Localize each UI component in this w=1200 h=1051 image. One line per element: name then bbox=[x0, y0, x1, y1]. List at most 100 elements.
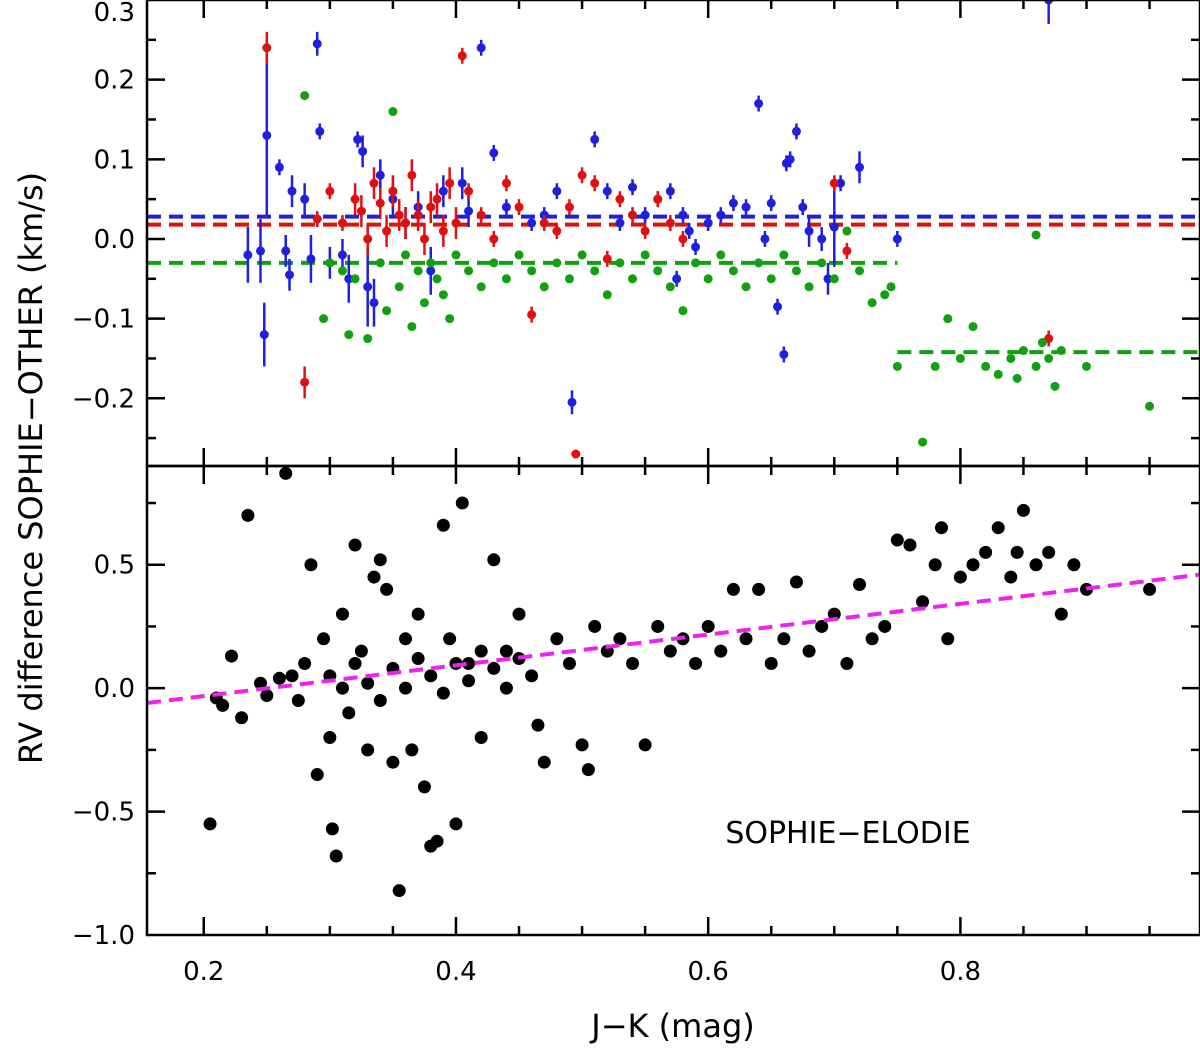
sophie-elodie-point bbox=[853, 577, 867, 591]
green-point bbox=[564, 274, 574, 284]
blue-point bbox=[791, 126, 801, 136]
green-point bbox=[1044, 353, 1054, 363]
red-point bbox=[401, 218, 411, 228]
sophie-elodie-point bbox=[291, 694, 305, 707]
blue-point bbox=[287, 186, 297, 196]
y-tick-label-top: 0.1 bbox=[94, 145, 135, 175]
y-tick-label-bottom: 0.5 bbox=[94, 551, 135, 581]
sophie-elodie-point bbox=[1067, 558, 1081, 572]
blue-point bbox=[300, 194, 310, 204]
sophie-elodie-point bbox=[361, 743, 375, 757]
x-tick-label: 0.6 bbox=[687, 957, 728, 987]
bottom-panel-data bbox=[147, 466, 1200, 898]
red-point bbox=[419, 234, 429, 244]
red-point bbox=[413, 210, 423, 220]
sophie-elodie-point bbox=[916, 595, 930, 609]
linear-fit bbox=[147, 572, 1200, 705]
green-point bbox=[300, 91, 310, 101]
y-tick-label-top: 0.0 bbox=[94, 225, 135, 255]
red-point bbox=[312, 214, 322, 224]
sophie-elodie-point bbox=[928, 558, 942, 572]
blue-point bbox=[285, 270, 295, 280]
red-point bbox=[615, 194, 625, 204]
green-point bbox=[350, 274, 360, 284]
red-point bbox=[262, 43, 272, 53]
red-point bbox=[564, 202, 574, 212]
sophie-elodie-point bbox=[310, 768, 324, 782]
blue-point bbox=[489, 148, 499, 158]
green-point bbox=[943, 314, 953, 324]
sophie-elodie-point bbox=[537, 755, 551, 769]
sophie-elodie-point bbox=[789, 575, 803, 589]
red-point bbox=[388, 186, 398, 196]
sophie-elodie-point bbox=[348, 538, 362, 552]
x-tick-label: 0.8 bbox=[940, 957, 981, 987]
blue-point bbox=[281, 246, 291, 256]
green-point bbox=[514, 250, 524, 260]
blue-point bbox=[363, 282, 373, 292]
green-point bbox=[993, 369, 1003, 379]
red-point bbox=[394, 210, 404, 220]
green-point bbox=[476, 282, 486, 292]
blue-point bbox=[552, 186, 562, 196]
sophie-elodie-point bbox=[941, 632, 955, 646]
red-point bbox=[552, 226, 562, 236]
sophie-elodie-point bbox=[701, 619, 715, 633]
blue-point bbox=[817, 234, 827, 244]
blue-point bbox=[501, 202, 511, 212]
sophie-elodie-point bbox=[203, 817, 217, 831]
green-point bbox=[1056, 345, 1066, 355]
green-point bbox=[319, 314, 329, 324]
green-point bbox=[382, 306, 392, 316]
green-point bbox=[892, 361, 902, 371]
sophie-elodie-point bbox=[890, 533, 904, 547]
sophie-elodie-annotation: SOPHIE−ELODIE bbox=[725, 816, 970, 851]
blue-point bbox=[369, 298, 379, 308]
sophie-elodie-point bbox=[487, 553, 501, 567]
sophie-elodie-point bbox=[424, 669, 438, 683]
sophie-elodie-point bbox=[462, 656, 476, 670]
sophie-elodie-point bbox=[550, 632, 564, 646]
blue-point bbox=[567, 397, 577, 407]
green-point bbox=[628, 274, 638, 284]
sophie-elodie-point bbox=[253, 676, 267, 690]
red-point bbox=[653, 194, 663, 204]
blue-point bbox=[457, 178, 467, 188]
sophie-elodie-point bbox=[443, 632, 457, 646]
red-point bbox=[337, 218, 347, 228]
y-tick-label-top: −0.1 bbox=[72, 305, 135, 335]
sophie-elodie-point bbox=[878, 619, 892, 633]
sophie-elodie-point bbox=[430, 834, 444, 848]
green-point bbox=[615, 258, 625, 268]
sophie-elodie-point bbox=[979, 545, 993, 559]
sophie-elodie-point bbox=[865, 632, 879, 646]
blue-point bbox=[665, 186, 675, 196]
blue-point bbox=[628, 182, 638, 192]
sophie-elodie-point bbox=[474, 644, 488, 658]
blue-point bbox=[684, 226, 694, 236]
blue-point bbox=[464, 206, 474, 216]
green-point bbox=[539, 282, 549, 292]
blue-point bbox=[602, 186, 612, 196]
red-point bbox=[602, 254, 612, 264]
green-point bbox=[363, 334, 373, 344]
sophie-elodie-point bbox=[335, 681, 349, 695]
sophie-elodie-point bbox=[367, 570, 381, 584]
bottom-panel-frame bbox=[145, 464, 1200, 937]
sophie-elodie-point bbox=[285, 669, 299, 683]
sophie-elodie-point bbox=[1010, 545, 1024, 559]
green-point bbox=[419, 298, 429, 308]
red-point bbox=[489, 234, 499, 244]
green-point bbox=[741, 282, 751, 292]
blue-point bbox=[358, 146, 368, 156]
sophie-elodie-point bbox=[329, 849, 343, 863]
blue-point bbox=[262, 130, 272, 140]
red-point bbox=[426, 202, 436, 212]
sophie-elodie-point bbox=[411, 652, 425, 666]
green-point bbox=[981, 361, 991, 371]
green-point bbox=[640, 250, 650, 260]
green-point bbox=[1037, 338, 1047, 348]
sophie-elodie-point bbox=[342, 706, 356, 720]
sophie-elodie-point bbox=[380, 582, 394, 596]
sophie-elodie-point bbox=[361, 676, 375, 690]
